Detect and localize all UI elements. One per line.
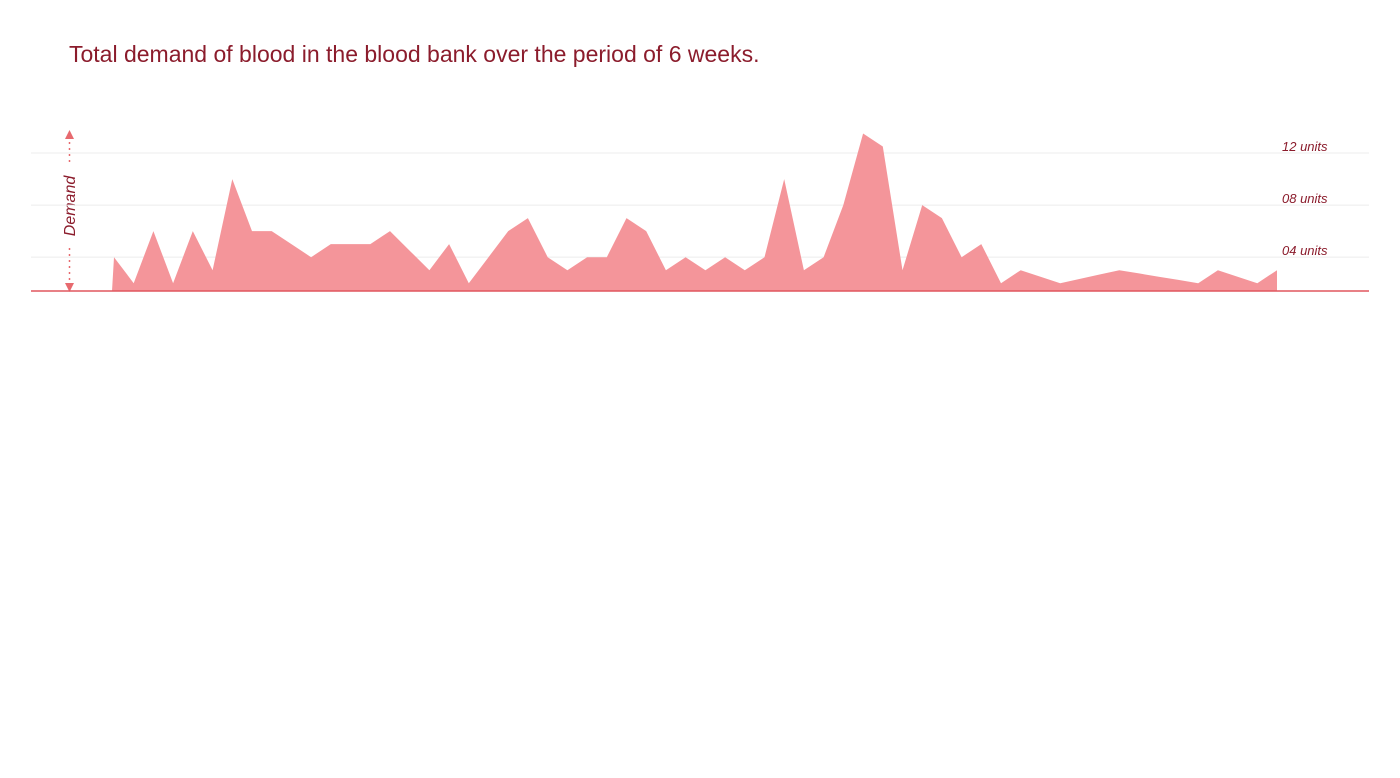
area [112,133,1277,291]
y-tick-label: 08 units [1282,191,1328,206]
arrow-down [65,283,74,292]
y-axis-indicator: Demand [62,130,79,292]
y-tick-label: 12 units [1282,139,1328,154]
chart-title: Total demand of blood in the blood bank … [69,41,759,67]
arrow-up [65,130,74,139]
y-tick-label: 04 units [1282,243,1328,258]
